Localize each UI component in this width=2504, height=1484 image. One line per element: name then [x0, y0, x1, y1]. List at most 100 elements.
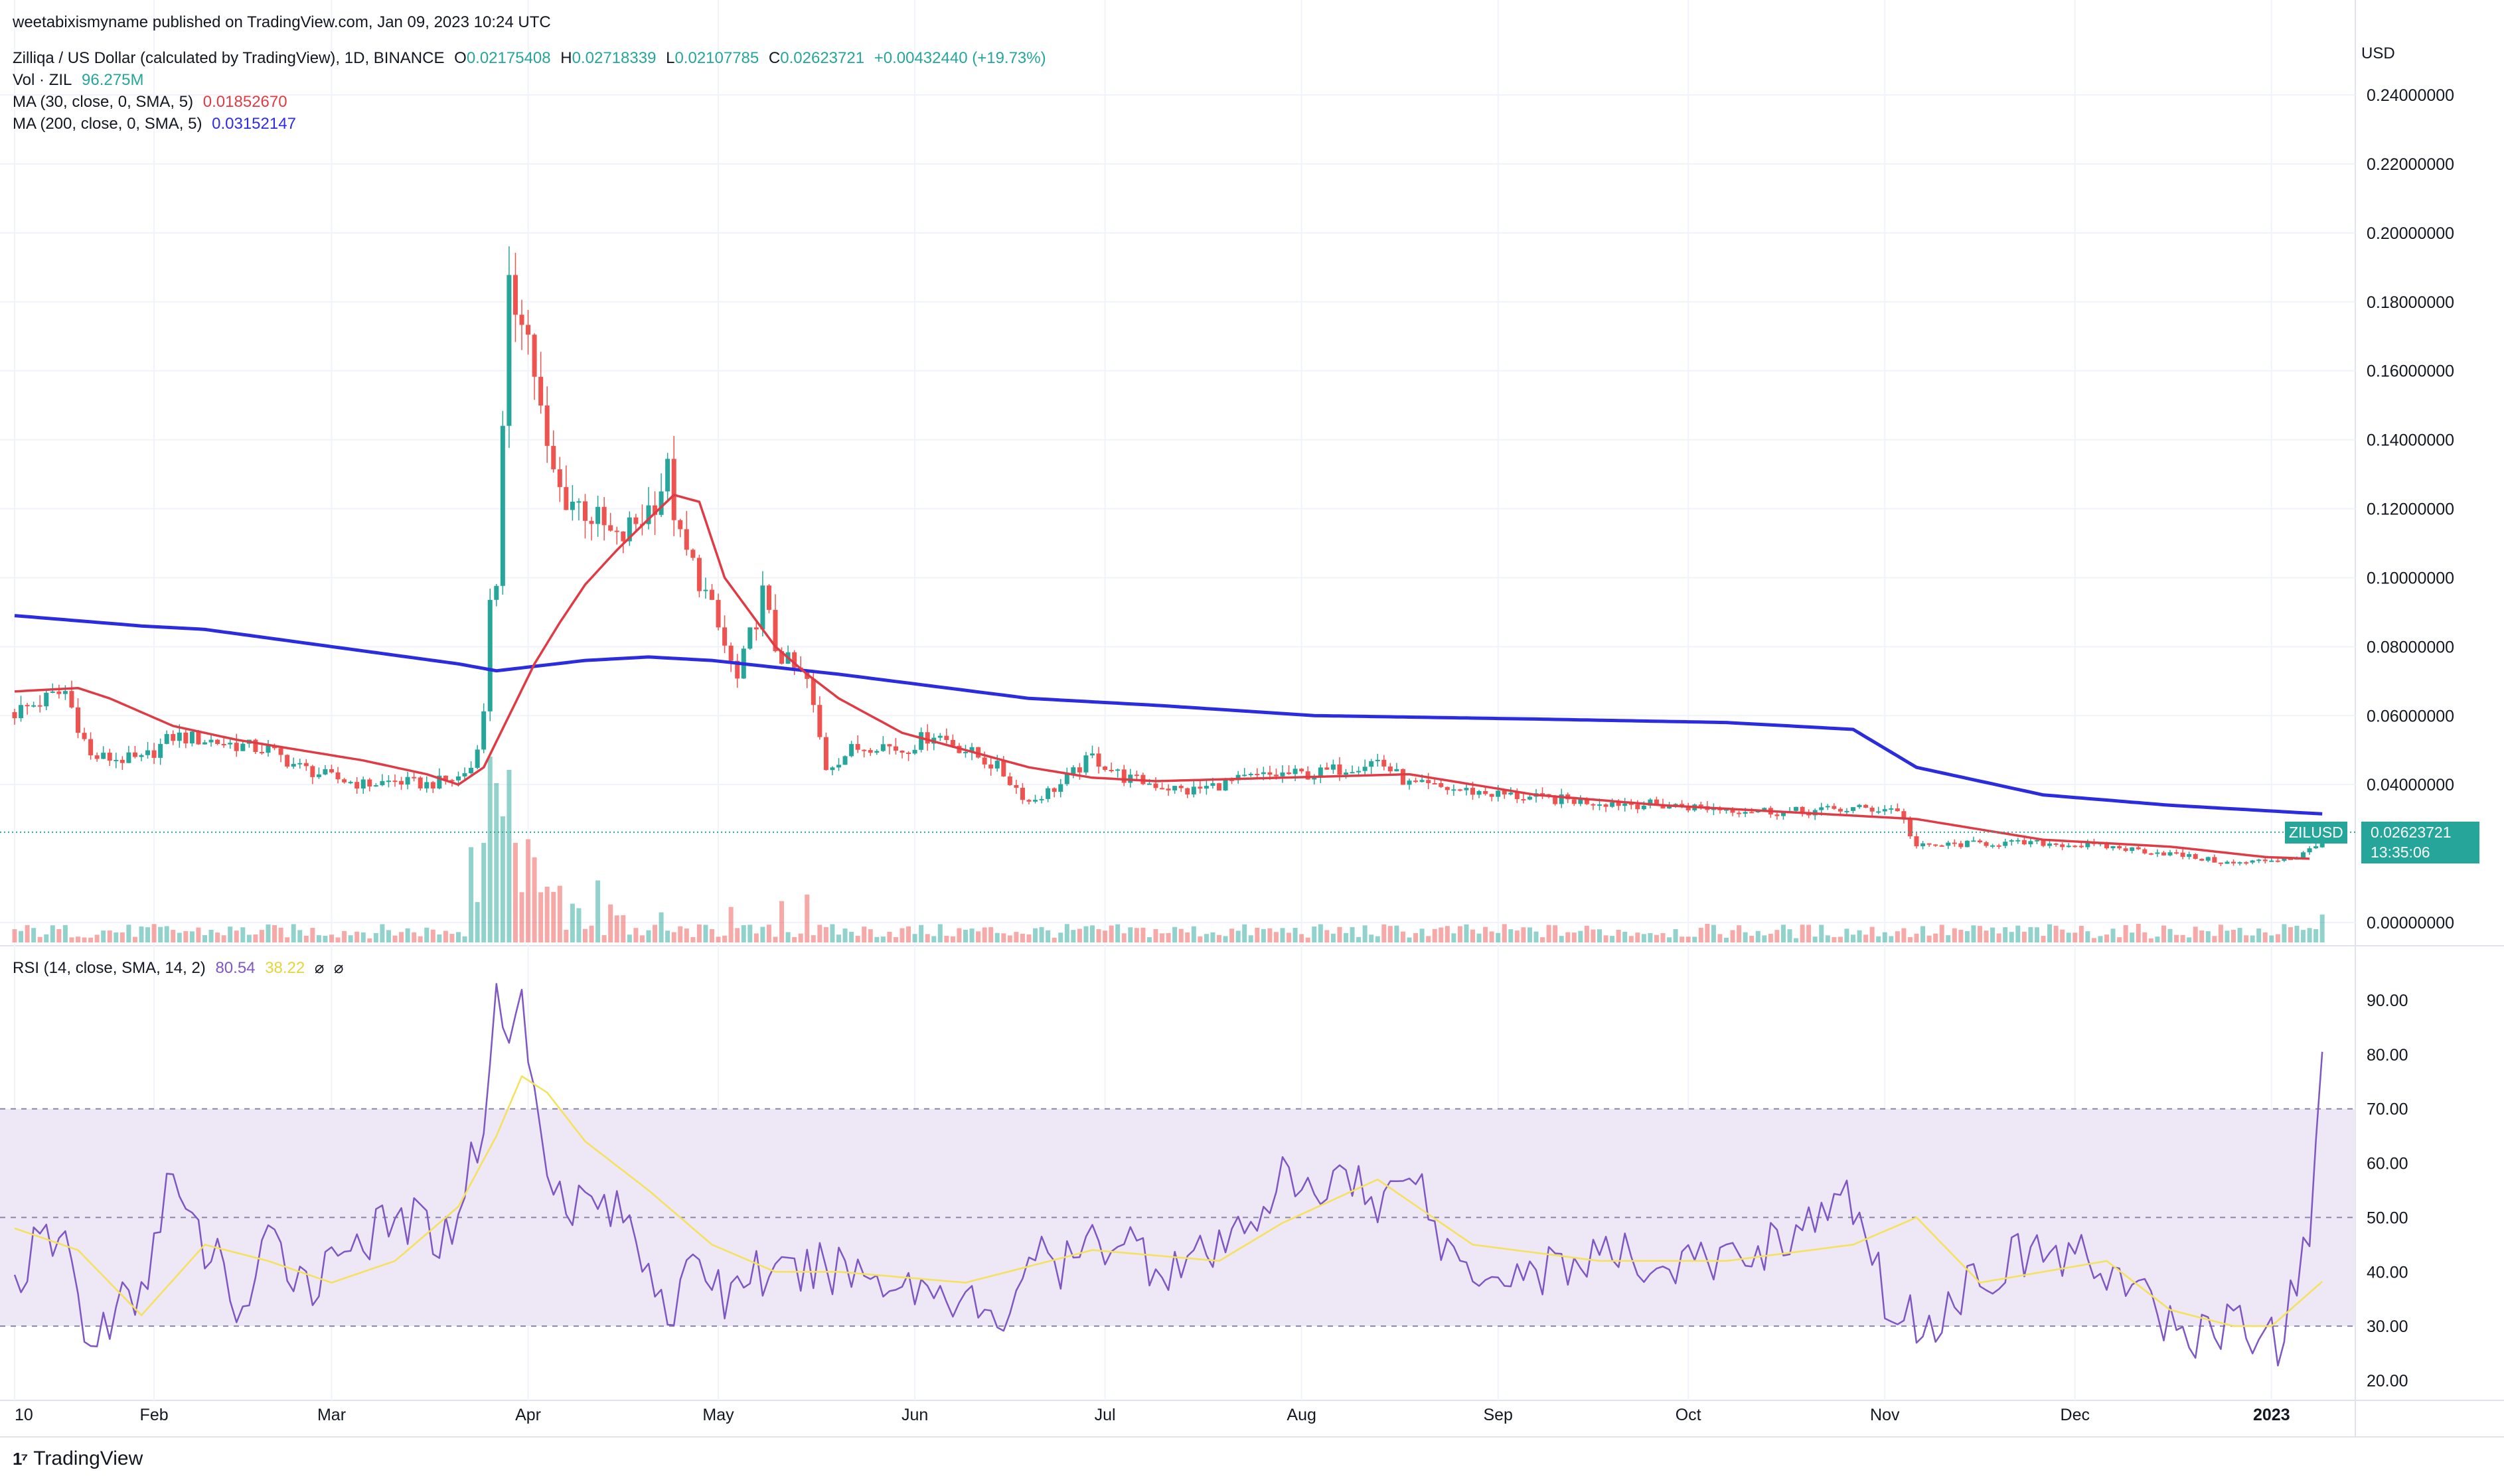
volume-bar	[1591, 929, 1596, 942]
candle-body	[240, 743, 246, 751]
time-tick-label: Aug	[1287, 1406, 1316, 1424]
rsi-ma-line	[14, 1075, 2323, 1327]
volume-bar	[1514, 930, 1520, 942]
volume-bar	[1350, 927, 1355, 942]
candle-body	[399, 780, 404, 785]
candle-body	[1261, 772, 1266, 775]
candle-body	[1635, 804, 1640, 810]
volume-bar	[1134, 928, 1139, 942]
candle-body	[1476, 790, 1482, 795]
candle-body	[1851, 807, 1855, 811]
candle-body	[2269, 860, 2274, 862]
volume-bar	[1711, 925, 1716, 942]
candle-body	[2142, 849, 2148, 853]
volume-bar	[1610, 936, 1615, 942]
candle-body	[1869, 807, 1875, 812]
candle-body	[1514, 792, 1520, 800]
symbol-legend[interactable]: Zilliqa / US Dollar (calculated by Tradi…	[13, 49, 1052, 68]
volume-bar	[25, 925, 30, 942]
volume-bar	[272, 925, 277, 942]
rsi-legend[interactable]: RSI (14, close, SMA, 14, 2) 80.54 38.22 …	[13, 958, 349, 978]
volume-bar	[1641, 934, 1646, 942]
candle-body	[703, 589, 708, 591]
volume-bar	[2053, 925, 2059, 942]
candle-body	[101, 753, 106, 759]
candle-body	[1014, 784, 1019, 788]
volume-bar	[1800, 925, 1805, 942]
volume-bar	[659, 912, 664, 942]
candle-body	[1832, 806, 1837, 809]
volume-bar	[354, 931, 360, 942]
volume-bar	[1191, 926, 1196, 942]
volume-bar	[849, 931, 854, 942]
volume-bar	[285, 937, 290, 942]
time-tick-label: Mar	[317, 1406, 346, 1424]
candle-body	[469, 767, 474, 774]
candle-body	[969, 747, 975, 752]
volume-bar	[1863, 934, 1869, 942]
volume-bar	[1527, 927, 1532, 942]
volume-bar	[1166, 932, 1171, 942]
candle-body	[925, 732, 930, 744]
candle-body	[1628, 803, 1634, 805]
ma30-legend[interactable]: MA (30, close, 0, SMA, 5) 0.01852670	[13, 93, 293, 111]
candle-body	[285, 755, 290, 767]
candle-body	[1185, 788, 1190, 795]
candle-body	[1464, 788, 1469, 790]
candle-body	[189, 731, 195, 744]
volume-bar	[1889, 936, 1894, 942]
volume-bar	[1160, 933, 1165, 942]
ma200-legend[interactable]: MA (200, close, 0, SMA, 5) 0.03152147	[13, 115, 301, 133]
volume-bar	[297, 930, 303, 942]
candle-body	[1362, 767, 1368, 771]
candle-body	[2047, 843, 2053, 846]
candle-body	[1394, 769, 1399, 772]
volume-bar	[1692, 936, 1697, 942]
rsi-tick-label: 60.00	[2367, 1155, 2408, 1173]
volume-bar	[1312, 926, 1317, 942]
candle-body	[2148, 853, 2153, 855]
candle-body	[1413, 780, 1419, 782]
hidden-plot-icon: ⌀	[314, 959, 325, 977]
volume-bar	[228, 927, 233, 942]
candle-body	[1889, 808, 1894, 810]
volume-bar	[2073, 932, 2078, 942]
volume-bar	[2180, 934, 2185, 942]
volume-bar	[1476, 933, 1482, 942]
volume-bar	[1242, 924, 1247, 942]
volume-bar	[1724, 938, 1729, 942]
volume-bar	[367, 938, 372, 942]
volume-bar	[1907, 936, 1913, 942]
candle-body	[56, 691, 62, 694]
candle-body	[2237, 862, 2242, 864]
candle-body	[449, 780, 455, 782]
volume-bar	[1584, 925, 1589, 942]
volume-bar	[912, 934, 917, 942]
candle-body	[2307, 848, 2312, 853]
candle-body	[817, 705, 822, 737]
volume-bar	[437, 934, 442, 942]
candle-body	[2034, 840, 2039, 842]
candle-body	[2187, 854, 2192, 857]
volume-bar	[1464, 924, 1469, 942]
tradingview-logo[interactable]: 1⁷ TradingView	[13, 1447, 143, 1470]
candle-body	[564, 486, 569, 510]
volume-bar	[1413, 932, 1419, 942]
close-value: 0.02623721	[780, 49, 865, 67]
volume-bar	[183, 930, 189, 942]
volume-bar	[976, 931, 981, 942]
symbol-title: Zilliqa / US Dollar (calculated by Tradi…	[13, 49, 445, 67]
volume-legend[interactable]: Vol · ZIL 96.275M	[13, 71, 149, 90]
candle-body	[2028, 841, 2033, 845]
candle-body	[1939, 845, 1944, 847]
candle-body	[1109, 770, 1114, 772]
volume-bar	[107, 930, 112, 942]
volume-bar	[291, 924, 296, 942]
candle-body	[1432, 782, 1437, 784]
time-tick-label: Apr	[515, 1406, 541, 1424]
volume-bar	[1565, 932, 1571, 942]
candle-body	[177, 732, 182, 741]
candle-body	[2130, 847, 2135, 852]
candle-body	[1153, 783, 1158, 788]
volume-bar	[171, 930, 176, 942]
